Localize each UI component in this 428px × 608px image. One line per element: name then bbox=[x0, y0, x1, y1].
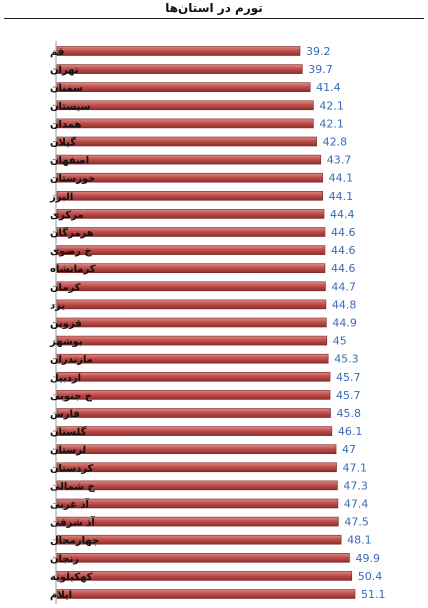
category-label: تهران bbox=[50, 65, 79, 76]
value-label: 44.1 bbox=[329, 190, 354, 203]
category-label: قم bbox=[50, 47, 64, 58]
value-label: 51.1 bbox=[361, 588, 386, 601]
category-label: یزد bbox=[50, 300, 65, 311]
category-label: خ جنوبی bbox=[50, 391, 93, 402]
bar bbox=[56, 426, 333, 436]
bar bbox=[56, 480, 338, 491]
bar bbox=[56, 498, 339, 509]
bar bbox=[56, 209, 325, 219]
value-label: 47.3 bbox=[343, 479, 368, 492]
bar bbox=[56, 281, 326, 292]
category-label: ایلام bbox=[50, 590, 72, 601]
bar bbox=[56, 245, 326, 255]
bar bbox=[56, 100, 314, 111]
bar bbox=[56, 263, 326, 274]
bar bbox=[56, 589, 356, 599]
category-label: سمنان bbox=[50, 83, 83, 94]
value-label: 44.6 bbox=[331, 226, 356, 239]
value-label: 44.6 bbox=[331, 262, 356, 275]
category-label: کرمان bbox=[50, 282, 81, 293]
value-label: 41.4 bbox=[316, 81, 341, 94]
bar bbox=[56, 534, 342, 545]
value-label: 45.7 bbox=[336, 371, 361, 384]
bar bbox=[56, 317, 327, 328]
category-label: گیلان bbox=[50, 136, 76, 149]
value-label: 46.1 bbox=[338, 425, 363, 438]
category-label: قزوین bbox=[50, 319, 82, 330]
bar bbox=[56, 46, 301, 56]
bar bbox=[56, 462, 337, 473]
category-label: مازندران bbox=[50, 355, 93, 366]
category-label: خ شمالی bbox=[50, 481, 96, 492]
value-label: 47.5 bbox=[344, 516, 369, 529]
bar bbox=[56, 444, 337, 455]
bar bbox=[56, 371, 331, 382]
value-label: 45.7 bbox=[336, 389, 361, 402]
bar bbox=[56, 552, 350, 563]
value-label: 45.3 bbox=[334, 353, 359, 366]
category-label: خوزستان bbox=[50, 174, 95, 185]
bar bbox=[56, 118, 314, 129]
value-label: 39.7 bbox=[308, 63, 333, 76]
bar bbox=[56, 335, 328, 346]
category-label: بوشهر bbox=[49, 337, 83, 348]
category-label: آذ غربی bbox=[50, 498, 90, 511]
value-label: 45 bbox=[333, 335, 347, 348]
value-label: 42.1 bbox=[319, 117, 344, 130]
value-label: 44.1 bbox=[329, 172, 354, 185]
value-label: 42.8 bbox=[323, 136, 348, 149]
value-label: 44.9 bbox=[332, 317, 357, 330]
bar bbox=[56, 154, 322, 165]
bar bbox=[56, 299, 327, 310]
category-label: مرکزی bbox=[50, 210, 84, 221]
category-label: گلستان bbox=[50, 425, 87, 438]
category-label: اردبیل bbox=[50, 373, 81, 384]
value-label: 45.8 bbox=[337, 407, 362, 420]
category-label: هرمزگان bbox=[50, 226, 94, 239]
category-label: فارس bbox=[50, 409, 80, 420]
category-label: همدان bbox=[50, 119, 81, 130]
bar bbox=[56, 516, 339, 527]
category-label: البرز bbox=[49, 192, 73, 203]
bar bbox=[56, 136, 317, 147]
value-label: 44.8 bbox=[332, 298, 357, 311]
value-label: 42.1 bbox=[319, 99, 344, 112]
bar bbox=[56, 191, 323, 201]
category-label: سیستان bbox=[50, 101, 91, 112]
category-label: اصفهان bbox=[50, 156, 89, 167]
bar bbox=[56, 408, 331, 418]
bar bbox=[56, 390, 331, 400]
category-label: خ رضوی bbox=[50, 246, 92, 257]
value-label: 44.7 bbox=[331, 280, 356, 293]
value-label: 44.4 bbox=[330, 208, 355, 221]
value-label: 47.4 bbox=[344, 498, 369, 511]
bar bbox=[56, 227, 326, 237]
value-label: 39.2 bbox=[306, 45, 331, 58]
bar bbox=[56, 82, 311, 92]
bar bbox=[56, 353, 329, 364]
category-label: لرستان bbox=[50, 445, 86, 456]
title-divider bbox=[4, 18, 424, 19]
value-label: 44.6 bbox=[331, 244, 356, 257]
category-label: زنجان bbox=[50, 554, 79, 565]
value-label: 47 bbox=[342, 443, 356, 456]
value-label: 48.1 bbox=[347, 534, 372, 547]
category-label: چهارمحال bbox=[50, 536, 99, 547]
category-label: کهکیلویه bbox=[50, 572, 93, 583]
bar bbox=[56, 571, 353, 581]
category-label: آذ شرقی bbox=[50, 516, 95, 529]
value-label: 49.9 bbox=[355, 552, 380, 565]
value-label: 50.4 bbox=[358, 570, 383, 583]
bar bbox=[56, 172, 323, 183]
chart-title: تورم در استان‌ها bbox=[165, 1, 263, 15]
value-label: 47.1 bbox=[343, 461, 368, 474]
category-label: کرمانشاه bbox=[50, 264, 96, 275]
category-label: کردستان bbox=[50, 463, 94, 474]
bar bbox=[56, 64, 303, 74]
value-label: 43.7 bbox=[327, 154, 352, 167]
